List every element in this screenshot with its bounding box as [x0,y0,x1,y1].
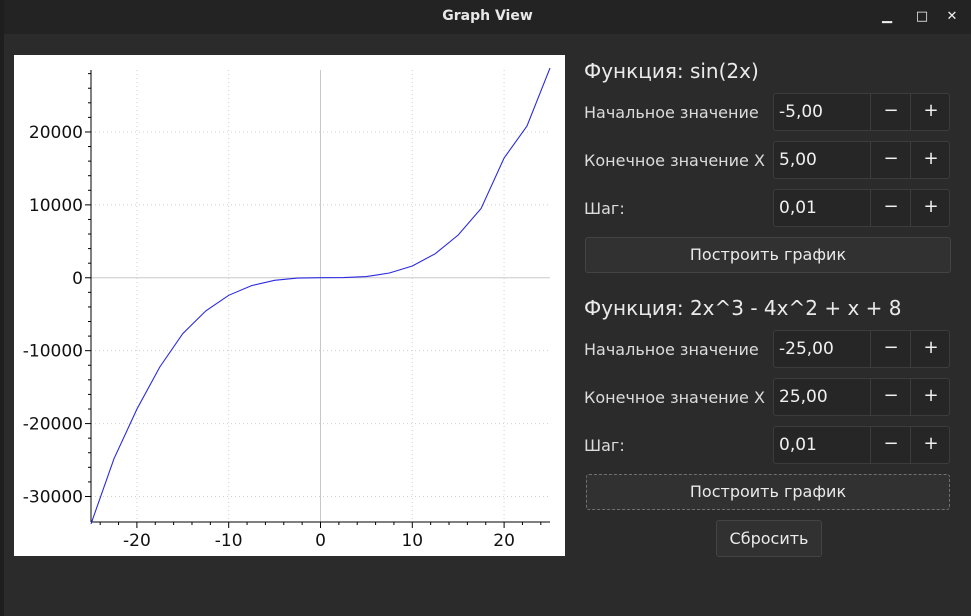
x-tick-label: -10 [215,531,243,551]
y-tick-label: -20000 [23,415,83,435]
function-curve [90,67,551,525]
step-increment-1[interactable]: + [910,190,951,226]
end-value-spinbox-2[interactable]: 25,00 − + [773,378,950,416]
y-tick-label: 10000 [29,196,83,216]
end-value-increment-2[interactable]: + [910,379,951,415]
start-value-increment-1[interactable]: + [910,94,951,130]
end-value-spinbox-1[interactable]: 5,00 − + [773,141,950,179]
build-graph-button-2[interactable]: Построить график [586,474,950,510]
start-value-label-1: Начальное значение [584,103,759,122]
step-spinbox-2[interactable]: 0,01 − + [773,426,950,464]
graph-view-window: Graph View ▁ □ ✕ -30000 -20000 -10000 0 1000… [4,0,971,616]
y-tick-label: -30000 [23,487,83,507]
end-value-increment-1[interactable]: + [910,142,951,178]
start-value-spinbox-1[interactable]: -5,00 − + [773,93,950,131]
start-value-decrement-2[interactable]: − [870,331,911,367]
step-input-2[interactable]: 0,01 [779,435,817,455]
build-graph-button-1[interactable]: Построить график [585,237,951,273]
start-value-input-2[interactable]: -25,00 [779,339,834,359]
start-value-input-1[interactable]: -5,00 [779,102,823,122]
end-value-input-1[interactable]: 5,00 [779,150,817,170]
step-decrement-1[interactable]: − [870,190,911,226]
function-2-title: Функция: 2x^3 - 4x^2 + x + 8 [584,296,902,320]
start-value-label-2: Начальное значение [584,340,759,359]
step-input-1[interactable]: 0,01 [779,198,817,218]
y-tick-label: 20000 [29,123,83,143]
controls-panel: Функция: sin(2x) Начальное значение -5,0… [584,0,954,616]
function-chart: -30000 -20000 -10000 0 10000 20000 -20 -10 0 10 20 [23,67,551,551]
step-spinbox-1[interactable]: 0,01 − + [773,189,950,227]
end-value-decrement-1[interactable]: − [870,142,911,178]
y-tick-label: 0 [72,269,83,289]
function-1-title: Функция: sin(2x) [584,59,759,83]
end-value-input-2[interactable]: 25,00 [779,387,828,407]
title-bar: Graph View ▁ □ ✕ [4,0,971,34]
maximize-button[interactable]: □ [915,9,929,24]
step-decrement-2[interactable]: − [870,427,911,463]
start-value-spinbox-2[interactable]: -25,00 − + [773,330,950,368]
x-tick-label: 20 [493,531,515,551]
end-value-decrement-2[interactable]: − [870,379,911,415]
step-increment-2[interactable]: + [910,427,951,463]
minimize-button[interactable]: ▁ [882,9,892,24]
close-button[interactable]: ✕ [946,9,958,24]
x-tick-label: 0 [315,531,326,551]
step-label-1: Шаг: [584,199,625,218]
window-title: Graph View [442,8,533,24]
reset-button[interactable]: Сбросить [716,520,822,557]
end-value-label-1: Конечное значение X [584,151,765,170]
end-value-label-2: Конечное значение X [584,388,765,407]
x-tick-label: -20 [123,531,151,551]
plot-area[interactable]: -30000 -20000 -10000 0 10000 20000 -20 -10 0 10 20 [14,55,565,556]
step-label-2: Шаг: [584,436,625,455]
start-value-decrement-1[interactable]: − [870,94,911,130]
y-tick-label: -10000 [23,342,83,362]
start-value-increment-2[interactable]: + [910,331,951,367]
x-tick-label: 10 [401,531,423,551]
